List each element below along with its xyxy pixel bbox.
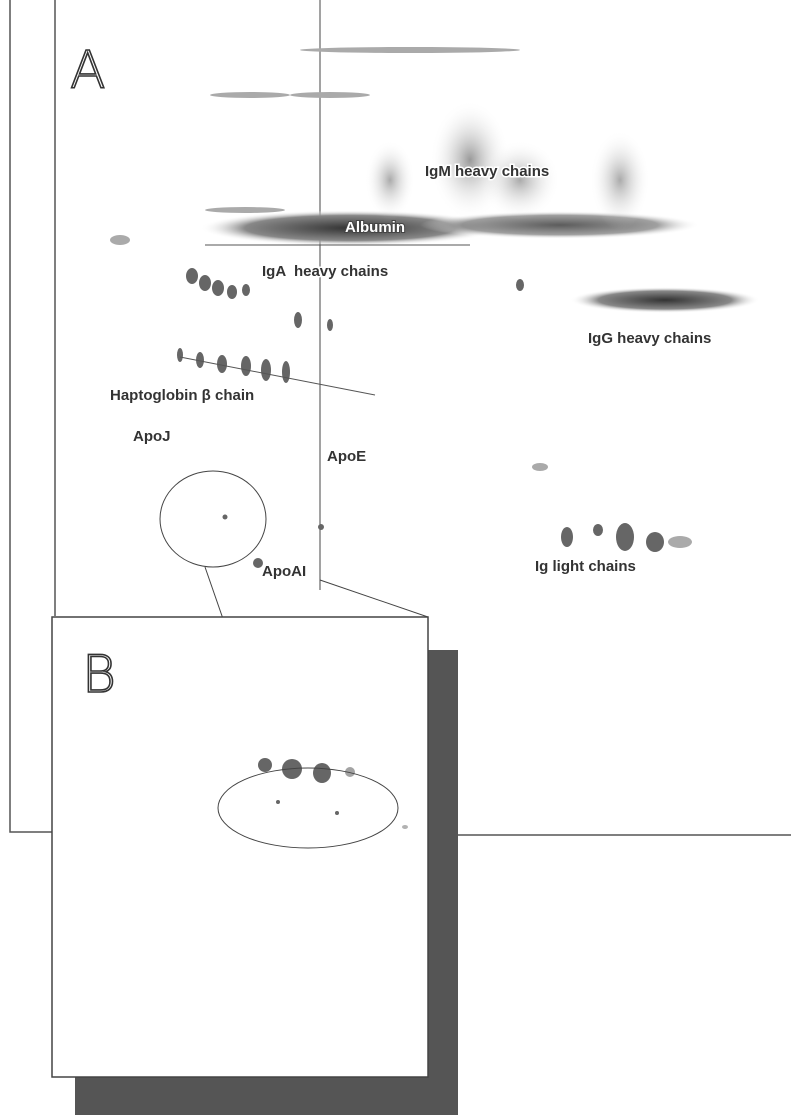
annotation: ApoE xyxy=(327,448,366,465)
frame-line xyxy=(10,0,52,832)
panel-b: B xyxy=(52,617,458,1115)
annotation: ApoJ xyxy=(133,428,171,445)
annotation: Albumin xyxy=(345,219,405,236)
annotation: IgM heavy chains xyxy=(425,163,549,180)
figure: A IgM heavy chains Albumin IgA heavy cha… xyxy=(0,0,791,1115)
zoom-connector xyxy=(320,580,428,617)
zoom-circle xyxy=(160,471,266,567)
annotation: IgA heavy chains xyxy=(262,263,388,280)
annotation: Ig light chains xyxy=(535,558,636,575)
panel-label: B xyxy=(82,645,116,705)
panel-label: A xyxy=(70,41,106,101)
gel-spots xyxy=(110,47,760,568)
annotation: Haptoglobin β chain xyxy=(110,387,254,404)
annotation: ApoAI xyxy=(262,563,306,580)
annotation: IgG heavy chains xyxy=(588,330,711,347)
